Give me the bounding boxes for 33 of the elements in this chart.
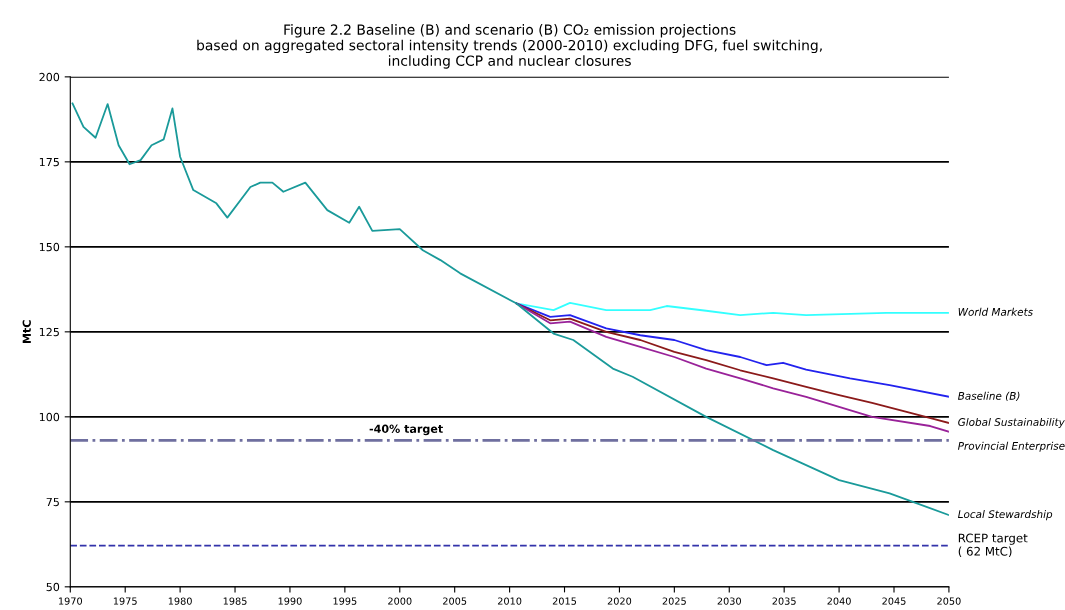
series-label: Global Sustainability bbox=[958, 417, 1065, 428]
x-tick-label: 2020 bbox=[607, 597, 632, 605]
x-tick-label: 2040 bbox=[827, 597, 851, 605]
y-tick-label: 100 bbox=[39, 412, 60, 422]
x-tick-label: 1985 bbox=[223, 597, 247, 605]
x-tick-label: 2010 bbox=[497, 597, 522, 605]
x-tick-label: 1995 bbox=[333, 597, 357, 605]
x-tick-label: 1975 bbox=[113, 597, 137, 605]
ref-line-label: RCEP target ( 62 MtC) bbox=[958, 533, 1028, 558]
x-tick-label: 2015 bbox=[552, 597, 577, 605]
y-axis-title: MtC bbox=[22, 320, 31, 344]
series-label: Provincial Enterprise bbox=[957, 441, 1065, 452]
x-tick-label: 2000 bbox=[388, 597, 412, 605]
x-tick-label: 2045 bbox=[882, 597, 906, 605]
series-label: Baseline (B) bbox=[957, 391, 1020, 402]
chart-title: Figure 2.2 Baseline (B) and scenario (B) CO₂ emission projections based on aggregated sectoral intensity trends (2000-2010) excluding DFG, fuel switching, including CCP and nuclear closures bbox=[197, 24, 822, 69]
y-tick-label: 150 bbox=[39, 242, 60, 252]
x-tick-label: 2030 bbox=[717, 597, 741, 605]
y-tick-label: 175 bbox=[39, 157, 59, 167]
x-tick-label: 2025 bbox=[662, 597, 686, 605]
x-tick-label: 1990 bbox=[278, 597, 302, 605]
y-tick-label: 200 bbox=[39, 72, 60, 82]
x-tick-label: 1970 bbox=[58, 597, 83, 605]
x-tick-label: 2035 bbox=[772, 597, 796, 605]
x-tick-label: 1980 bbox=[168, 597, 192, 605]
ref-line-label: -40% target bbox=[369, 424, 443, 436]
series-label: Local Stewardship bbox=[957, 510, 1053, 521]
y-tick-label: 125 bbox=[39, 327, 59, 337]
x-tick-label: 2005 bbox=[443, 597, 467, 605]
series-label: World Markets bbox=[958, 307, 1033, 316]
y-tick-label: 50 bbox=[46, 582, 60, 592]
y-tick-label: 75 bbox=[46, 497, 59, 507]
x-tick-label: 2050 bbox=[937, 597, 961, 605]
